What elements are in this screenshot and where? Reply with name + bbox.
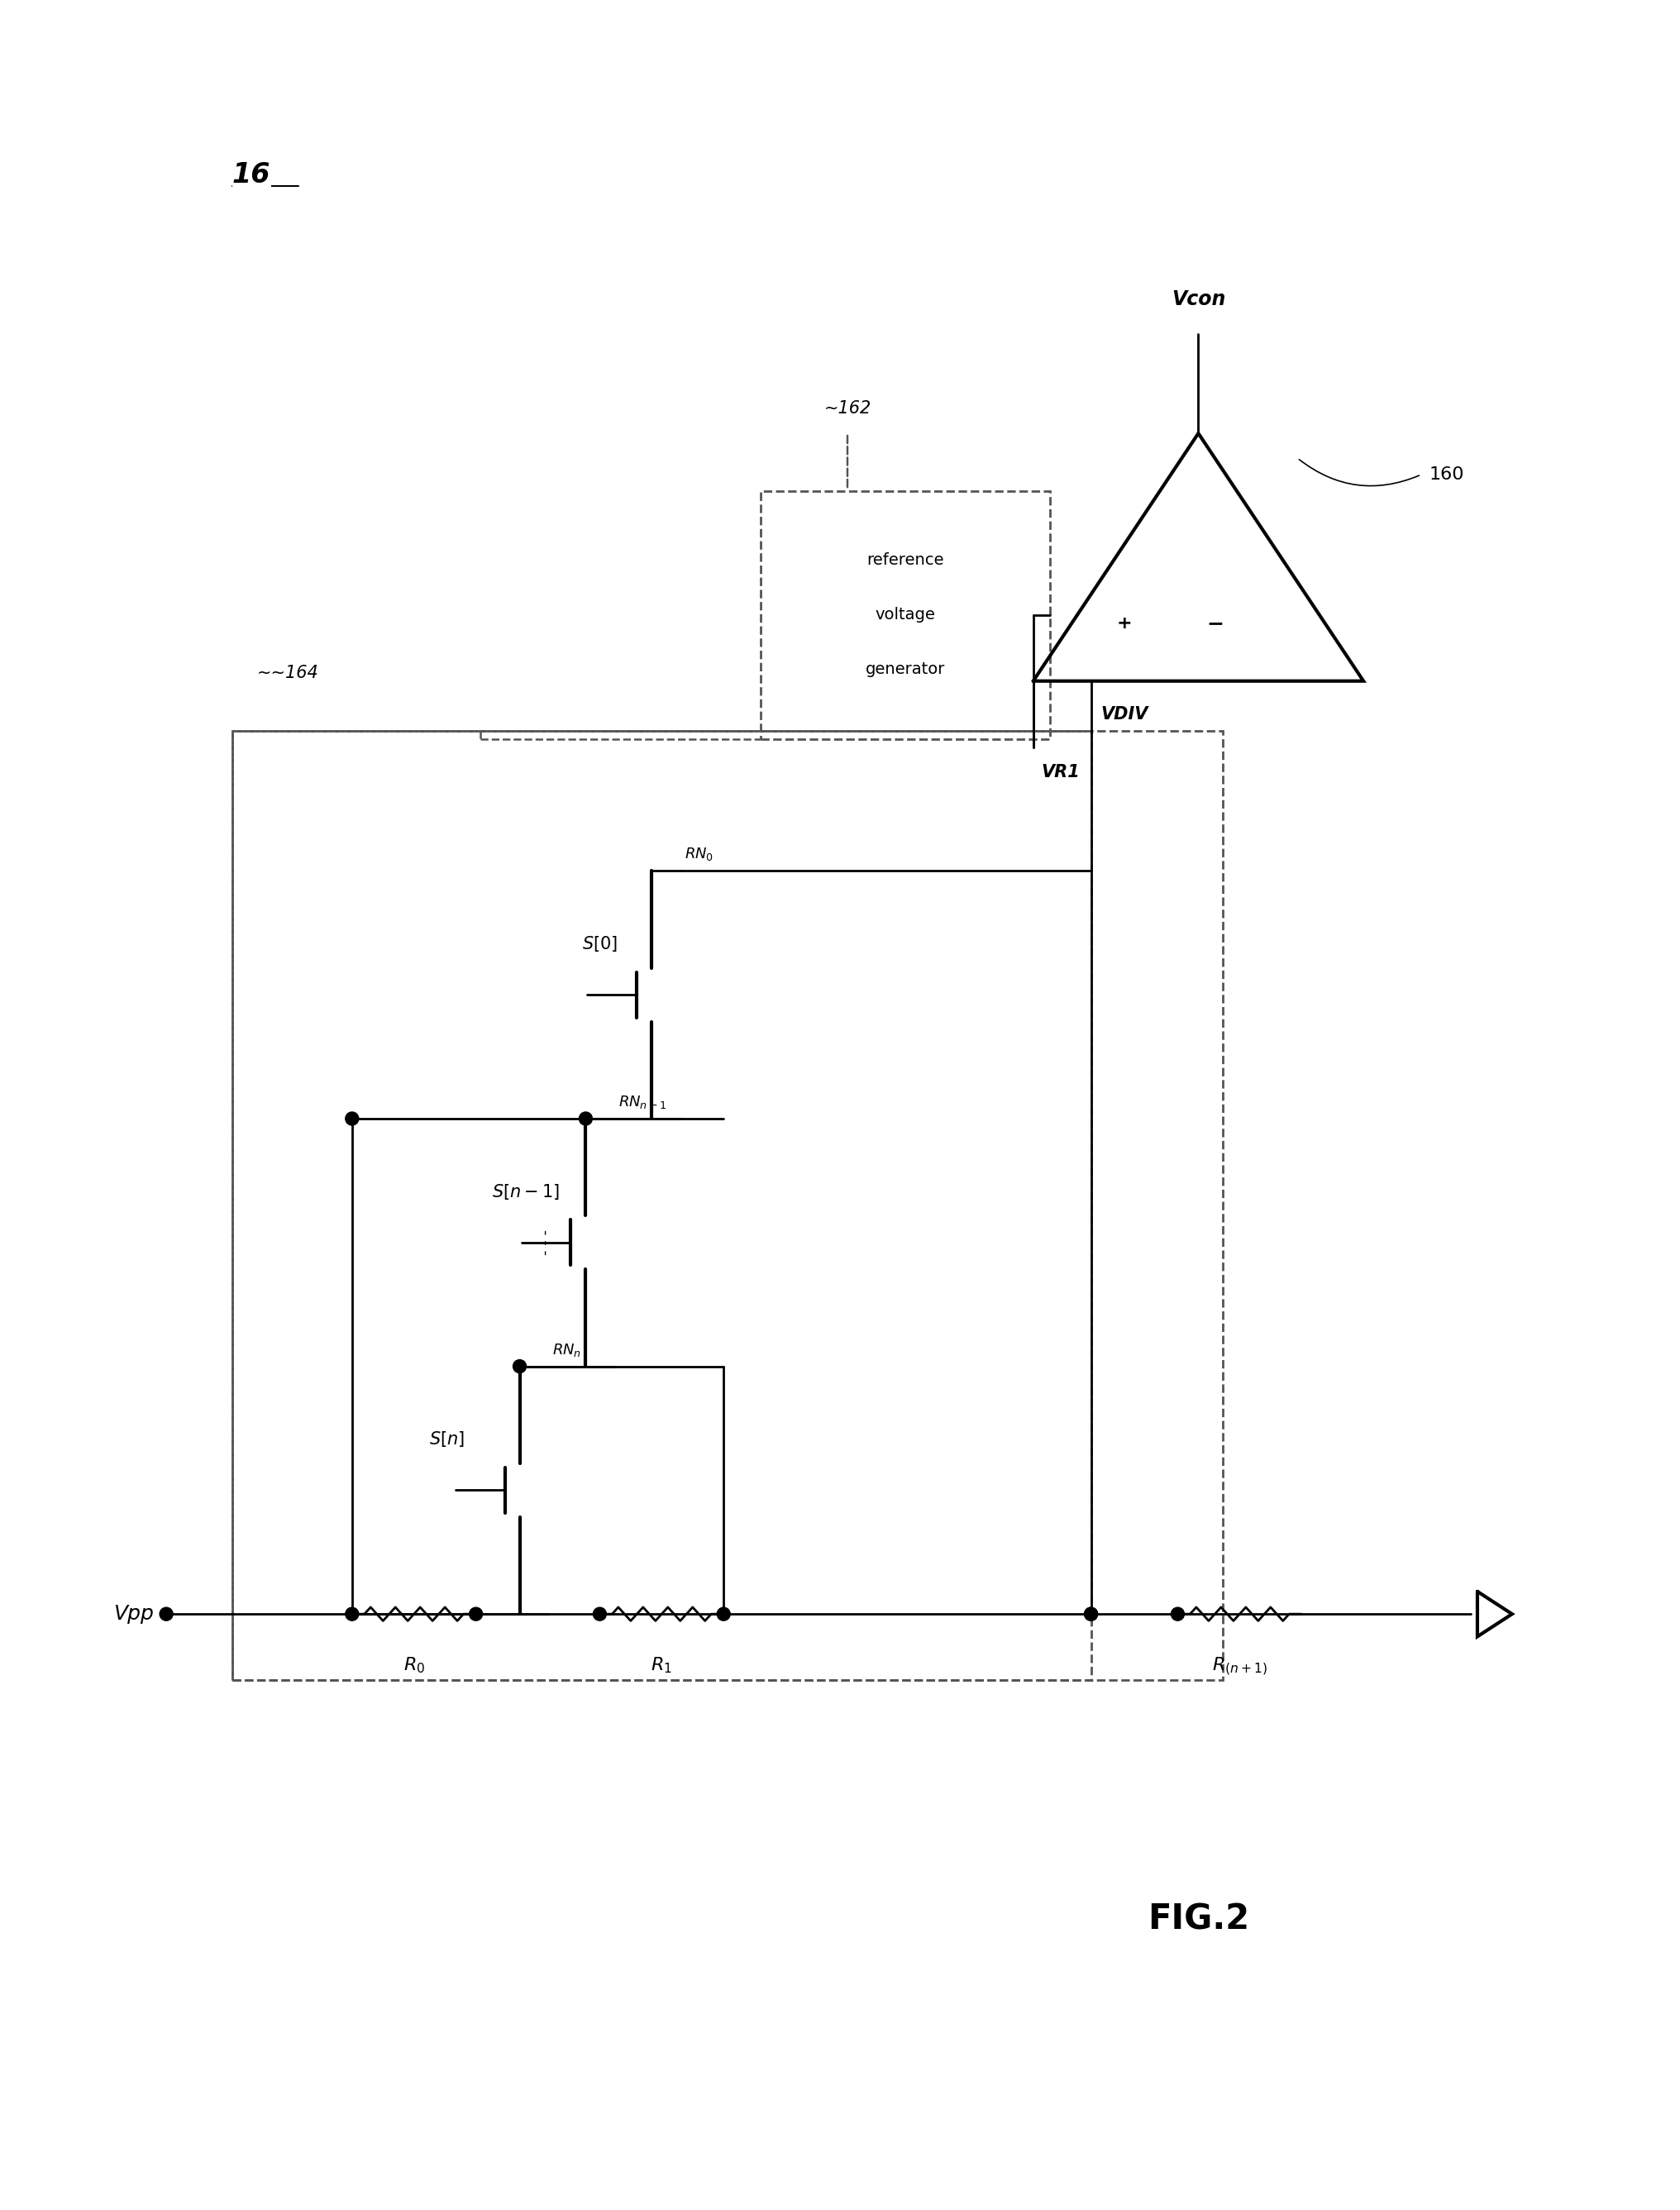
Circle shape <box>160 1607 173 1620</box>
Text: voltage: voltage <box>875 608 936 623</box>
Text: Vcon: Vcon <box>1171 290 1225 309</box>
Circle shape <box>469 1607 482 1620</box>
Text: generator: generator <box>865 661 946 676</box>
Text: reference: reference <box>867 552 944 568</box>
Circle shape <box>512 1359 526 1372</box>
Text: FIG.2: FIG.2 <box>1147 1903 1250 1936</box>
Bar <box>761 491 1050 738</box>
Text: $R_0$: $R_0$ <box>403 1655 425 1675</box>
Circle shape <box>1084 1607 1097 1620</box>
Text: $RN_0$: $RN_0$ <box>685 846 714 862</box>
Bar <box>232 732 1223 1680</box>
Text: $S[0]$: $S[0]$ <box>581 935 618 953</box>
Text: 160: 160 <box>1430 466 1465 482</box>
Text: 16: 16 <box>232 161 270 188</box>
Text: $RN_{n-1}$: $RN_{n-1}$ <box>618 1094 667 1109</box>
Text: −: − <box>1206 614 1223 632</box>
Text: $RN_n$: $RN_n$ <box>553 1341 581 1359</box>
Circle shape <box>593 1607 606 1620</box>
Text: ~162: ~162 <box>823 400 872 418</box>
Circle shape <box>1171 1607 1184 1620</box>
Text: $R_1$: $R_1$ <box>650 1655 672 1675</box>
Circle shape <box>346 1607 358 1620</box>
Text: $S[n]$: $S[n]$ <box>428 1430 465 1450</box>
Bar <box>232 732 1090 1680</box>
Text: VR1: VR1 <box>1042 765 1080 780</box>
Text: VDIV: VDIV <box>1100 705 1149 723</box>
Text: - - -: - - - <box>539 1229 553 1255</box>
Circle shape <box>1084 1607 1097 1620</box>
Text: ~~164: ~~164 <box>257 665 319 681</box>
Text: $R_{(n+1)}$: $R_{(n+1)}$ <box>1211 1655 1267 1677</box>
Circle shape <box>346 1112 358 1125</box>
Text: Vpp: Vpp <box>114 1604 155 1624</box>
Circle shape <box>580 1112 593 1125</box>
Text: +: + <box>1116 614 1132 632</box>
Circle shape <box>717 1607 731 1620</box>
Text: $S[n-1]$: $S[n-1]$ <box>492 1182 559 1202</box>
